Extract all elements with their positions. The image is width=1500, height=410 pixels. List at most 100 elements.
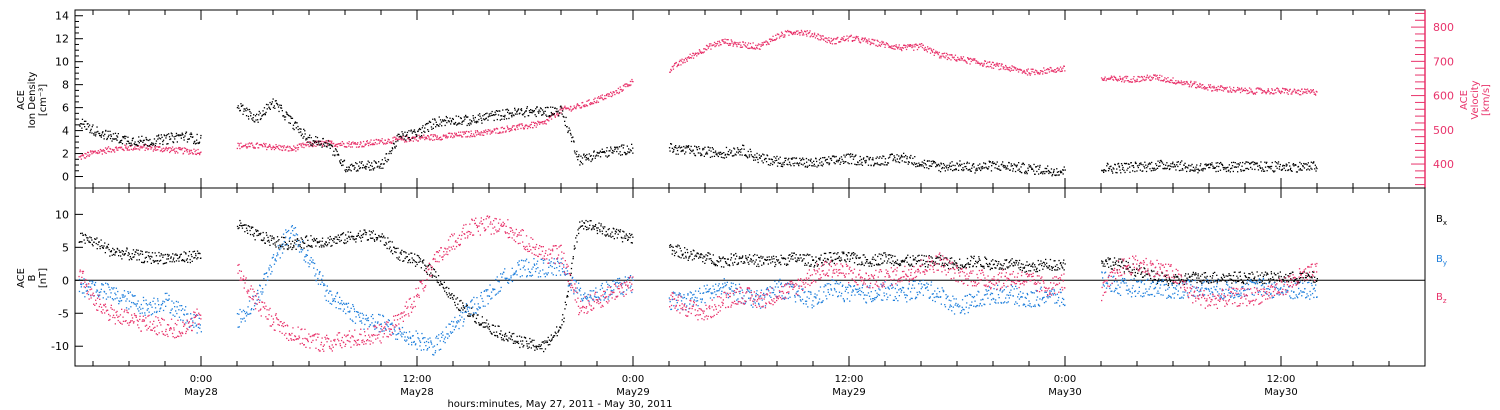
velocity-label-line3: [km/s] <box>1481 84 1492 116</box>
data-point <box>117 133 119 135</box>
data-point <box>384 159 387 162</box>
data-point <box>1253 163 1255 166</box>
data-point <box>355 162 357 164</box>
data-point <box>776 259 778 261</box>
data-point <box>365 233 367 236</box>
data-point <box>161 148 163 150</box>
data-point <box>351 235 353 237</box>
data-point <box>761 160 763 162</box>
data-point <box>189 133 191 135</box>
data-point <box>946 52 948 55</box>
data-point <box>737 148 739 151</box>
data-point <box>1170 79 1172 81</box>
data-point <box>794 32 797 34</box>
time-tick-label: 12:00 <box>1267 374 1296 385</box>
data-point <box>556 113 558 116</box>
data-point <box>1287 169 1290 171</box>
data-point <box>736 151 738 153</box>
data-point <box>785 264 788 266</box>
data-point <box>756 156 758 159</box>
data-point <box>510 335 512 337</box>
data-point <box>692 52 695 55</box>
data-point <box>768 158 770 160</box>
data-point <box>445 134 447 136</box>
data-point <box>1186 170 1188 173</box>
data-point <box>120 141 122 143</box>
data-point <box>132 137 134 139</box>
data-point <box>1241 87 1243 89</box>
data-point <box>471 121 473 123</box>
data-point <box>756 254 758 256</box>
data-point <box>942 163 945 165</box>
data-point <box>516 111 518 113</box>
data-point <box>165 262 168 264</box>
data-point <box>865 161 867 163</box>
data-point <box>766 256 768 258</box>
data-point <box>1268 167 1270 169</box>
data-point <box>692 52 694 54</box>
data-point <box>1015 69 1017 71</box>
data-point <box>121 250 123 252</box>
data-point <box>316 238 318 240</box>
data-point <box>597 155 599 157</box>
data-point <box>338 154 340 156</box>
data-point <box>146 139 148 141</box>
data-point <box>499 333 502 335</box>
data-point <box>160 259 162 261</box>
data-point <box>350 143 353 145</box>
data-point <box>596 101 598 104</box>
data-point <box>478 118 480 121</box>
data-point <box>800 29 803 32</box>
data-point <box>1149 163 1152 165</box>
data-point <box>901 49 903 52</box>
data-point <box>465 305 467 308</box>
data-point <box>246 229 248 232</box>
data-point <box>979 64 981 66</box>
data-point <box>587 228 589 230</box>
data-point <box>412 259 414 261</box>
data-point <box>1260 161 1262 163</box>
data-point <box>687 259 689 261</box>
data-point <box>172 253 174 255</box>
data-point <box>767 42 769 44</box>
data-point <box>908 161 910 164</box>
data-point <box>754 253 756 256</box>
data-point <box>780 254 782 256</box>
data-point <box>1278 166 1281 168</box>
data-point <box>1049 66 1051 69</box>
data-point <box>158 134 160 136</box>
data-point <box>139 140 142 142</box>
data-point <box>522 340 524 342</box>
data-point <box>240 142 242 144</box>
data-point <box>582 105 585 107</box>
data-point <box>1223 88 1226 90</box>
data-point <box>159 150 162 152</box>
data-point <box>148 256 150 258</box>
data-point <box>148 251 150 254</box>
data-point <box>969 63 971 65</box>
data-point <box>511 116 513 118</box>
data-point <box>820 36 822 38</box>
data-point <box>244 144 246 147</box>
data-point <box>678 245 680 247</box>
data-point <box>989 61 991 63</box>
data-point <box>709 147 711 149</box>
data-point <box>283 145 285 147</box>
data-point <box>782 258 784 260</box>
data-point <box>248 142 251 144</box>
data-point <box>1145 79 1147 81</box>
data-point <box>252 117 254 119</box>
data-point <box>605 97 607 100</box>
data-point <box>1173 82 1175 84</box>
data-point <box>497 114 500 116</box>
data-point <box>1253 161 1256 164</box>
data-point <box>1006 68 1008 70</box>
data-point <box>177 152 179 154</box>
data-point <box>360 162 362 164</box>
data-point <box>1103 79 1105 81</box>
data-point <box>324 243 326 245</box>
data-point <box>190 253 192 256</box>
data-point <box>800 159 802 162</box>
data-point <box>979 63 982 65</box>
data-point <box>380 163 382 165</box>
